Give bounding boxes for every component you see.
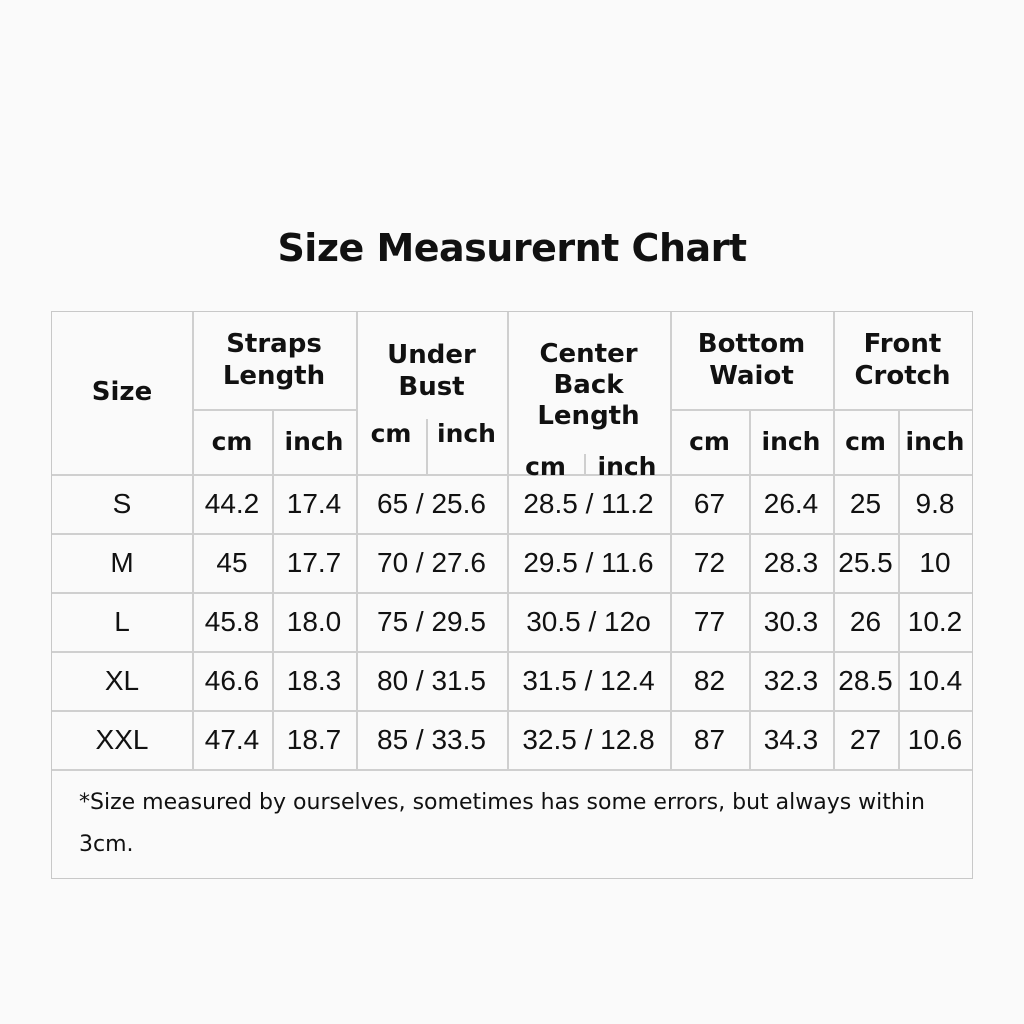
cell-straps-cm: 46.6 (204, 664, 260, 696)
cell-under-bust: 75 / 29.5 (377, 605, 486, 637)
grid-line (898, 409, 900, 769)
grid-line (52, 592, 972, 594)
grid-line (52, 769, 972, 771)
grid-line (192, 312, 194, 769)
cell-straps-inch: 17.4 (286, 487, 342, 519)
grid-line (52, 474, 972, 476)
cell-center-back: 32.5 / 12.8 (522, 723, 655, 755)
cell-waist-inch: 26.4 (763, 487, 819, 519)
cell-straps-inch: 18.7 (286, 723, 342, 755)
grid-line (52, 651, 972, 653)
cell-straps-inch: 18.3 (286, 664, 342, 696)
cell-straps-cm: 47.4 (204, 723, 260, 755)
size-table: *Size measured by ourselves, sometimes h… (51, 311, 973, 879)
cell-under-bust: 65 / 25.6 (377, 487, 486, 519)
cell-crotch-inch: 10.6 (907, 723, 963, 755)
cell-waist-inch: 30.3 (763, 605, 819, 637)
cell-center-back: 28.5 / 11.2 (523, 487, 654, 519)
unit-header-cm: cm (845, 426, 886, 456)
cell-waist-inch: 34.3 (763, 723, 819, 755)
cell-waist-inch: 28.3 (763, 546, 819, 578)
cell-crotch-cm: 25 (849, 487, 882, 519)
cell-size: XXL (95, 723, 149, 755)
header-front-crotch: Front Crotch (854, 329, 951, 391)
cell-size: S (112, 487, 132, 519)
cell-crotch-cm: 25.5 (838, 546, 893, 578)
cell-waist-cm: 82 (693, 664, 726, 696)
cell-crotch-cm: 27 (849, 723, 882, 755)
cell-size: M (110, 546, 134, 578)
header-straps-length: Straps Length (222, 329, 326, 391)
grid-line (426, 419, 428, 474)
cell-waist-cm: 72 (693, 546, 726, 578)
cell-center-back: 30.5 / 12o (526, 605, 651, 637)
cell-center-back: 29.5 / 11.6 (523, 546, 654, 578)
unit-header-cm: cm (525, 451, 566, 481)
grid-line (749, 409, 751, 769)
unit-header-inch: inch (761, 426, 821, 456)
unit-header-cm: cm (370, 419, 412, 448)
unit-header-inch: inch (284, 426, 344, 456)
grid-line (833, 312, 835, 769)
cell-size: L (114, 605, 130, 637)
grid-line (52, 710, 972, 712)
unit-header-cm: cm (211, 426, 253, 456)
header-size: Size (91, 377, 153, 408)
grid-line (272, 409, 274, 769)
unit-header-inch: inch (905, 426, 965, 456)
unit-header-cm: cm (689, 426, 730, 456)
cell-waist-inch: 32.3 (763, 664, 819, 696)
cell-straps-cm: 44.2 (204, 487, 260, 519)
cell-under-bust: 70 / 27.6 (377, 546, 486, 578)
grid-line (356, 312, 358, 769)
cell-straps-cm: 45 (216, 546, 248, 578)
cell-waist-cm: 77 (693, 605, 726, 637)
cell-size: XL (104, 664, 140, 696)
grid-line (52, 533, 972, 535)
cell-center-back: 31.5 / 12.4 (522, 664, 655, 696)
cell-crotch-inch: 10.4 (907, 664, 963, 696)
header-center-back-length: Center Back Length (537, 338, 640, 432)
cell-waist-cm: 87 (693, 723, 726, 755)
cell-straps-inch: 17.7 (286, 546, 342, 578)
grid-line (670, 312, 672, 769)
cell-waist-cm: 67 (693, 487, 726, 519)
grid-line (670, 409, 972, 411)
grid-line (584, 454, 586, 474)
cell-crotch-inch: 10.2 (907, 605, 963, 637)
cell-crotch-cm: 26 (849, 605, 882, 637)
unit-header-inch: inch (597, 451, 657, 481)
cell-under-bust: 85 / 33.5 (377, 723, 486, 755)
header-under-bust: Under Bust (387, 340, 476, 402)
cell-crotch-cm: 28.5 (838, 664, 893, 696)
header-bottom-waist: Bottom Waiot (697, 329, 806, 391)
cell-crotch-inch: 10 (919, 546, 951, 578)
page-title: Size Measurernt Chart (277, 226, 747, 270)
unit-header-inch: inch (437, 419, 496, 448)
cell-under-bust: 80 / 31.5 (377, 664, 486, 696)
grid-line (507, 312, 509, 769)
grid-line (192, 409, 356, 411)
cell-crotch-inch: 9.8 (915, 487, 955, 519)
footnote: *Size measured by ourselves, sometimes h… (79, 790, 925, 857)
cell-straps-cm: 45.8 (204, 605, 260, 637)
cell-straps-inch: 18.0 (286, 605, 342, 637)
